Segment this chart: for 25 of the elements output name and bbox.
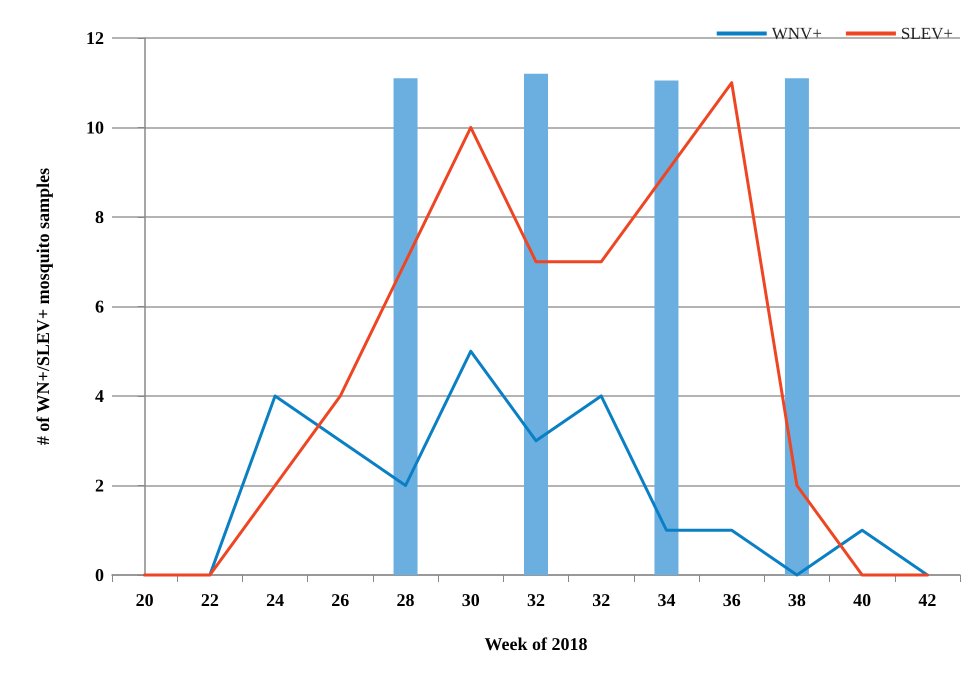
x-tick-label: 32 xyxy=(527,590,545,610)
legend-label: SLEV+ xyxy=(900,24,954,43)
x-tick-label: 38 xyxy=(788,590,806,610)
x-tick-label: 22 xyxy=(200,590,219,610)
x-tick-label: 36 xyxy=(722,590,741,610)
x-tick-label: 28 xyxy=(396,590,415,610)
y-axis-title: # of WN+/SLEV+ mosquito samples xyxy=(33,168,53,446)
x-tick-label: 24 xyxy=(266,590,284,610)
y-tick-label: 4 xyxy=(95,386,104,406)
y-tick-label: 10 xyxy=(86,118,104,138)
x-tick-label: 20 xyxy=(136,590,154,610)
y-tick-label: 6 xyxy=(95,296,104,316)
line-series xyxy=(143,81,929,576)
y-tick-label: 12 xyxy=(86,28,104,48)
x-axis-title: Week of 2018 xyxy=(484,634,588,654)
x-tick-label: 42 xyxy=(918,590,936,610)
x-tick-label: 32 xyxy=(592,590,610,610)
y-tick-label: 0 xyxy=(95,565,104,585)
x-tick-label: 30 xyxy=(462,590,480,610)
x-tick-label: 26 xyxy=(331,590,350,610)
x-tick-label: 40 xyxy=(853,590,872,610)
y-tick-label: 2 xyxy=(95,476,104,496)
legend-label: WNV+ xyxy=(772,24,822,43)
y-tick-label: 8 xyxy=(95,207,104,227)
x-tick-label: 34 xyxy=(657,590,676,610)
